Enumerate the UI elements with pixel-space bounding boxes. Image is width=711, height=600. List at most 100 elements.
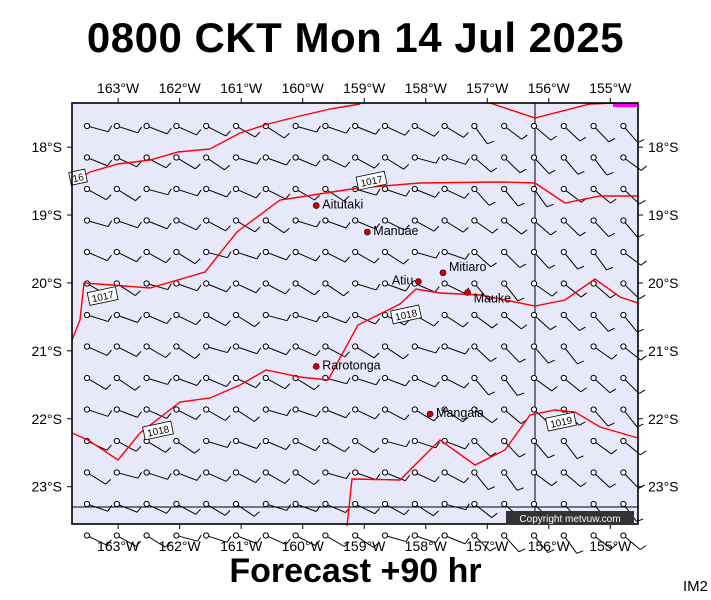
wind-barb — [560, 122, 587, 142]
wind-barb — [143, 122, 172, 135]
wind-barb — [501, 532, 526, 553]
wind-barb — [441, 343, 470, 355]
lon-tick-label-bottom: 159°W — [343, 538, 386, 554]
wind-barb — [113, 248, 142, 263]
lon-tick-label-top: 163°W — [97, 80, 140, 96]
wind-barb — [441, 217, 469, 233]
lat-tick-label-left: 21°S — [31, 343, 62, 359]
wind-barb — [232, 532, 262, 544]
wind-barb — [322, 217, 351, 229]
wind-barb — [173, 343, 201, 359]
wind-barb — [83, 343, 112, 356]
wind-barb — [173, 217, 202, 231]
lon-tick-label-top: 157°W — [466, 80, 509, 96]
wind-barbs — [83, 122, 647, 554]
wind-barb — [501, 248, 527, 268]
wind-barb — [322, 406, 351, 419]
wind-barb — [411, 500, 439, 517]
lon-tick-label-top: 156°W — [528, 80, 571, 96]
wind-barb — [501, 185, 525, 207]
lat-tick-label-left: 20°S — [31, 275, 62, 291]
wind-barb — [560, 217, 586, 237]
wind-barb — [471, 185, 496, 206]
wind-barb — [203, 469, 232, 482]
wind-barb — [352, 280, 381, 291]
wind-barb — [441, 248, 470, 260]
wind-barb — [560, 154, 585, 175]
wind-barb — [411, 154, 440, 164]
wind-barb — [381, 406, 410, 421]
wind-barb — [411, 374, 440, 388]
wind-barb — [501, 374, 525, 397]
wind-barb — [411, 185, 440, 198]
wind-barb — [143, 217, 172, 230]
isobar-label: 1017 — [86, 286, 119, 306]
wind-barb — [203, 122, 231, 137]
wind-barb — [590, 374, 617, 394]
wind-barb — [322, 469, 351, 480]
wind-barb — [113, 374, 141, 391]
wind-barb — [292, 122, 321, 133]
wind-barb — [113, 280, 141, 296]
wind-barb — [471, 500, 498, 518]
svg-text:1017: 1017 — [360, 174, 384, 189]
wind-barb — [262, 154, 291, 166]
wind-barb — [113, 343, 142, 357]
wind-barb — [560, 248, 585, 270]
place-atiu: Atiu — [392, 274, 422, 288]
wind-barb — [352, 343, 380, 359]
wind-barb — [322, 122, 351, 134]
wind-barb — [232, 248, 262, 260]
wind-barb — [352, 248, 380, 264]
wind-barb — [530, 343, 555, 364]
wind-barb — [471, 122, 495, 145]
wind-barb — [113, 217, 142, 229]
isobar-1016 — [71, 103, 361, 184]
wind-barb — [441, 406, 469, 423]
lon-tick-label-top: 158°W — [405, 80, 448, 96]
forecast-label: Forecast +90 hr — [229, 552, 482, 590]
wind-barb — [352, 500, 380, 515]
wind-barb — [292, 469, 320, 485]
wind-barb — [501, 154, 527, 174]
wind-barb — [381, 532, 411, 543]
wind-barb — [471, 280, 496, 301]
wind-barb — [352, 374, 381, 386]
wind-barb — [590, 122, 616, 143]
wind-barb — [262, 280, 291, 295]
wind-barb — [232, 217, 261, 233]
wind-barb — [530, 248, 556, 269]
wind-barb — [381, 122, 410, 136]
wind-barb — [530, 437, 555, 459]
isobar-label: 1019 — [545, 411, 577, 432]
wind-barb — [620, 374, 646, 394]
wind-barb — [501, 280, 525, 302]
wind-barb — [113, 406, 142, 418]
map-title: 0800 CKT Mon 14 Jul 2025 — [86, 14, 625, 61]
wind-barb — [203, 185, 232, 198]
wind-barb — [173, 406, 202, 420]
wind-barb — [560, 469, 587, 488]
wind-barb — [352, 437, 380, 454]
wind-barb — [381, 248, 409, 265]
wind-barb — [292, 280, 320, 296]
wind-barb — [471, 217, 499, 234]
wind-barb — [352, 217, 381, 230]
wind-barb — [262, 437, 291, 451]
wind-barb — [113, 185, 141, 202]
wind-barb — [441, 122, 469, 138]
wind-barb — [173, 185, 202, 197]
wind-barb — [352, 532, 380, 548]
wind-barb — [83, 532, 112, 546]
wind-barb — [560, 311, 586, 331]
wind-barb — [411, 343, 440, 354]
wind-barb — [322, 248, 351, 263]
wind-barb — [620, 122, 645, 144]
wind-barb — [203, 437, 232, 448]
wind-barb — [173, 532, 202, 542]
wind-barb — [590, 532, 617, 550]
place-label: Manuae — [373, 224, 418, 238]
wind-barb — [322, 154, 351, 168]
wind-barb — [292, 217, 321, 228]
isobar-label: 16 — [68, 168, 88, 186]
